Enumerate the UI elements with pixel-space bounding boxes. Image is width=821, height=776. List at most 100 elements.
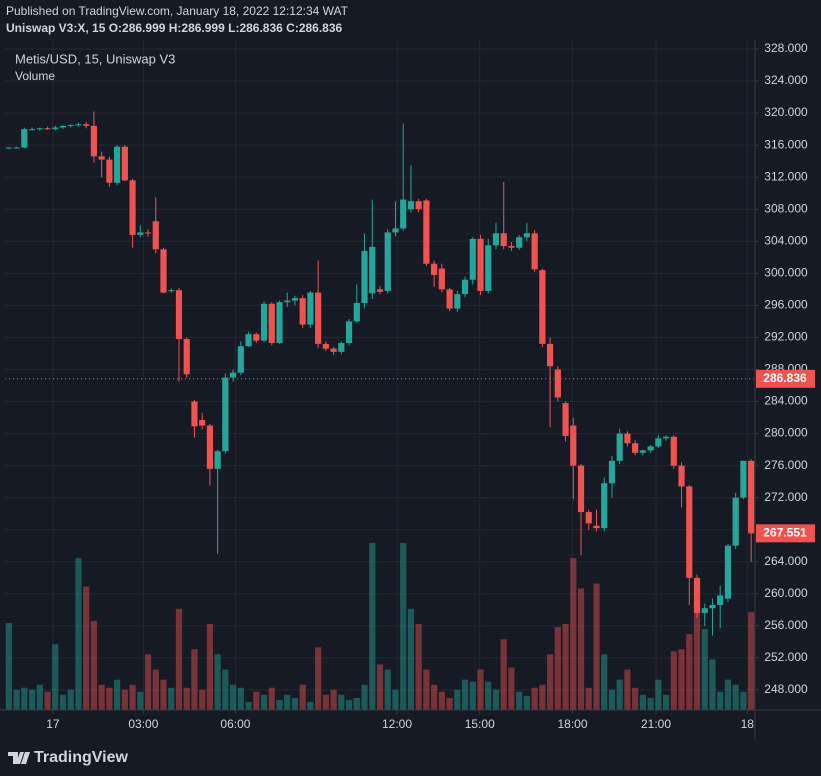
volume-bar bbox=[686, 634, 693, 710]
candle-body bbox=[516, 237, 523, 248]
candle-body bbox=[307, 292, 314, 325]
candle-body bbox=[461, 279, 469, 295]
candle-body bbox=[376, 289, 384, 292]
candle-body bbox=[36, 128, 43, 130]
volume-bar bbox=[500, 639, 507, 710]
y-tick-label: 320.000 bbox=[764, 105, 808, 119]
volume-bar bbox=[230, 684, 237, 710]
candle-body bbox=[44, 128, 51, 130]
candle-body bbox=[206, 425, 213, 469]
volume-bar bbox=[28, 689, 36, 710]
volume-bar bbox=[114, 679, 121, 710]
volume-bar bbox=[431, 684, 438, 710]
volume-bar bbox=[44, 691, 51, 710]
logo: TradingView bbox=[8, 749, 129, 766]
candle-body bbox=[585, 512, 592, 524]
volume-bar bbox=[593, 583, 600, 710]
y-tick-label: 264.000 bbox=[764, 554, 808, 568]
volume-bar bbox=[492, 689, 500, 710]
candle-body bbox=[21, 129, 28, 148]
volume-bar bbox=[577, 588, 585, 710]
candle-body bbox=[485, 245, 492, 291]
y-tick-label: 256.000 bbox=[764, 618, 808, 632]
volume-bar bbox=[415, 623, 422, 710]
candle-body bbox=[454, 294, 461, 309]
candle-body bbox=[431, 263, 438, 275]
volume-bar bbox=[322, 694, 329, 710]
price-tag-label: 267.551 bbox=[763, 525, 807, 539]
candle-body bbox=[291, 298, 299, 301]
candle-body bbox=[500, 233, 507, 247]
volume-bar bbox=[160, 679, 167, 710]
volume-bar bbox=[214, 654, 221, 710]
x-tick-label: 18:00 bbox=[558, 717, 588, 731]
volume-bar bbox=[307, 701, 314, 710]
volume-bar bbox=[338, 694, 345, 710]
volume-bar bbox=[284, 694, 291, 710]
candle-body bbox=[137, 232, 144, 235]
volume-bar bbox=[260, 694, 268, 710]
y-tick-label: 324.000 bbox=[764, 73, 808, 87]
candle-body bbox=[253, 334, 260, 341]
volume-bar bbox=[121, 689, 128, 710]
volume-bar bbox=[152, 669, 159, 710]
candle-body bbox=[361, 250, 368, 303]
candle-body bbox=[678, 465, 685, 487]
volume-bar bbox=[237, 687, 244, 710]
volume-bar bbox=[98, 684, 105, 710]
candle-body bbox=[624, 433, 631, 444]
volume-bar bbox=[724, 679, 732, 710]
volume-bar bbox=[662, 694, 670, 710]
y-tick-label: 316.000 bbox=[764, 137, 808, 151]
candle-body bbox=[230, 372, 237, 378]
volume-bar bbox=[523, 695, 530, 710]
candle-body bbox=[284, 300, 291, 303]
candle-body bbox=[245, 334, 252, 347]
candle-body bbox=[639, 450, 646, 453]
y-tick-label: 260.000 bbox=[764, 586, 808, 600]
volume-bar bbox=[585, 687, 592, 710]
volume-bar bbox=[539, 684, 546, 710]
x-tick-label: 21:00 bbox=[641, 717, 671, 731]
axes: 248.000252.000256.000260.000264.000268.0… bbox=[5, 41, 815, 731]
volume-bar bbox=[446, 697, 453, 710]
candle-body bbox=[144, 232, 152, 234]
candle-body bbox=[632, 443, 639, 453]
candle-body bbox=[647, 446, 654, 451]
candle-body bbox=[523, 233, 530, 238]
brand: TradingView bbox=[34, 749, 129, 766]
candle-body bbox=[129, 180, 136, 235]
candle-body bbox=[415, 201, 422, 210]
volume-bar bbox=[670, 651, 677, 710]
volume-bar bbox=[13, 689, 20, 710]
candle-body bbox=[593, 525, 600, 529]
volume-bar bbox=[106, 687, 113, 710]
volume-bar bbox=[315, 647, 322, 710]
candle-body bbox=[438, 268, 445, 290]
volume-bar bbox=[330, 689, 337, 710]
candle-body bbox=[83, 124, 90, 126]
volume-bar bbox=[508, 667, 515, 710]
volume-bar bbox=[554, 627, 561, 710]
candle-body bbox=[152, 221, 159, 250]
candle-body bbox=[392, 228, 399, 233]
candle-body bbox=[13, 147, 20, 149]
y-tick-label: 312.000 bbox=[764, 169, 808, 183]
candle-body bbox=[686, 486, 693, 578]
candle-body bbox=[160, 249, 167, 293]
volume-bar bbox=[59, 694, 67, 710]
volume-bar bbox=[616, 679, 623, 710]
volume-bar bbox=[183, 687, 190, 710]
volume-bar bbox=[361, 684, 368, 710]
candle-body bbox=[400, 199, 407, 229]
volume-bar bbox=[709, 659, 716, 710]
logo-icon bbox=[8, 752, 30, 764]
candle-body bbox=[477, 238, 484, 291]
candle-body bbox=[732, 497, 739, 546]
x-tick-label: 06:00 bbox=[220, 717, 250, 731]
y-tick-label: 308.000 bbox=[764, 201, 808, 215]
volume-bar bbox=[632, 687, 639, 710]
candle-body bbox=[214, 451, 221, 469]
volume-bar bbox=[624, 669, 631, 710]
volume-bar bbox=[601, 654, 608, 710]
